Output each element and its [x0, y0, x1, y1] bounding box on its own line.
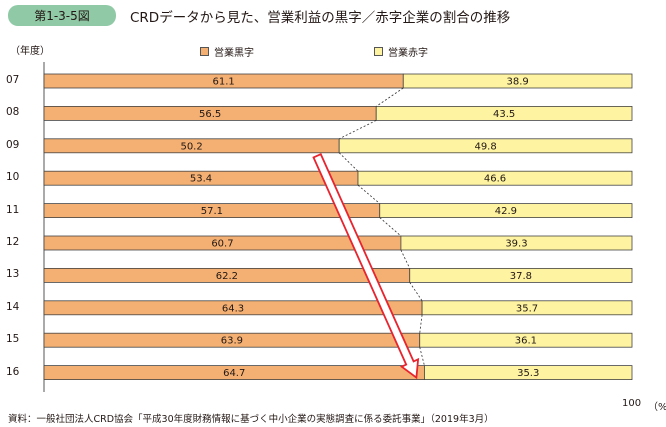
- figure-number: 第1-3-5図: [34, 9, 90, 23]
- data-label-loss-10: 46.6: [484, 174, 506, 185]
- connector-12-13: [400, 249, 411, 269]
- connector-15-16: [419, 347, 425, 366]
- data-label-profit-07: 61.1: [213, 77, 235, 88]
- x-axis-unit: （%）: [648, 402, 666, 413]
- data-label-loss-08: 43.5: [493, 109, 515, 120]
- y-tick-label-08: 08: [6, 106, 20, 119]
- connector-09-10: [338, 152, 359, 172]
- data-label-loss-15: 36.1: [515, 336, 537, 347]
- x-axis-max-label: 100: [622, 398, 642, 409]
- data-label-profit-11: 57.1: [201, 206, 223, 217]
- data-label-profit-09: 50.2: [180, 141, 202, 152]
- figure-number-badge: 第1-3-5図: [8, 5, 116, 26]
- y-tick-label-13: 13: [6, 268, 20, 281]
- bar-loss-15: [419, 332, 633, 348]
- legend-item-profit: 営業黒字: [200, 44, 254, 59]
- bar-loss-12: [400, 235, 633, 251]
- data-label-profit-10: 53.4: [190, 174, 212, 185]
- data-label-profit-08: 56.5: [199, 109, 221, 120]
- bar-loss-08: [375, 106, 633, 121]
- y-tick-label-11: 11: [6, 203, 20, 216]
- connector-14-15: [419, 314, 423, 334]
- data-label-profit-14: 64.3: [222, 303, 244, 314]
- data-label-profit-12: 60.7: [211, 239, 233, 250]
- connector-11-12: [379, 217, 402, 237]
- bar-loss-16: [424, 365, 633, 381]
- data-label-profit-16: 64.7: [223, 368, 245, 379]
- y-tick-label-07: 07: [6, 74, 20, 86]
- data-label-loss-12: 39.3: [505, 239, 527, 250]
- bar-loss-09: [338, 138, 633, 154]
- bar-loss-13: [409, 267, 633, 283]
- legend-label-profit: 営業黒字: [214, 48, 254, 59]
- data-label-profit-13: 62.2: [216, 271, 238, 282]
- legend-swatch-profit: [200, 47, 209, 56]
- legend-label-loss: 営業赤字: [388, 48, 428, 59]
- bar-loss-07: [402, 73, 633, 89]
- data-label-loss-16: 35.3: [517, 368, 539, 379]
- data-label-loss-14: 35.7: [516, 303, 538, 314]
- connector-07-08: [375, 87, 404, 107]
- y-tick-label-12: 12: [6, 236, 20, 248]
- connector-13-14: [409, 282, 423, 302]
- bar-loss-11: [379, 203, 633, 219]
- connector-10-11: [357, 184, 381, 204]
- y-tick-label-16: 16: [6, 365, 20, 378]
- y-tick-label-10: 10: [6, 171, 20, 184]
- trend-arrow: [312, 153, 420, 380]
- connector-08-09: [338, 120, 377, 140]
- y-tick-label-15: 15: [6, 333, 20, 346]
- data-label-loss-09: 49.8: [474, 141, 496, 152]
- source-note: 資料：一般社団法人CRD協会「平成30年度財務情報に基づく中小企業の実態調査に係…: [8, 414, 494, 425]
- chart-title: CRDデータから見た、営業利益の黒字／赤字企業の割合の推移: [130, 10, 511, 26]
- data-label-loss-07: 38.9: [507, 77, 529, 88]
- legend-swatch-loss: [374, 47, 383, 56]
- y-tick-label-14: 14: [6, 300, 20, 313]
- data-label-profit-15: 63.9: [221, 336, 243, 347]
- data-label-loss-13: 37.8: [510, 271, 532, 282]
- legend-item-loss: 営業赤字: [374, 44, 428, 59]
- bar-loss-14: [421, 300, 633, 316]
- y-axis-unit: （年度）: [10, 46, 50, 57]
- y-tick-label-09: 09: [6, 138, 20, 151]
- data-label-loss-11: 42.9: [495, 206, 517, 217]
- bar-loss-10: [357, 170, 633, 186]
